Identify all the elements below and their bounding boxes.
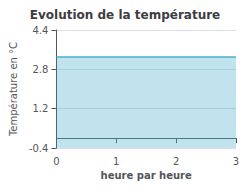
svg-text:0: 0 bbox=[53, 156, 59, 167]
svg-text:Température en °C: Température en °C bbox=[8, 42, 19, 137]
svg-text:4.4: 4.4 bbox=[33, 25, 49, 36]
svg-text:2.8: 2.8 bbox=[33, 64, 49, 75]
svg-text:2: 2 bbox=[173, 156, 179, 167]
svg-text:-0.4: -0.4 bbox=[29, 143, 49, 154]
svg-text:3: 3 bbox=[233, 156, 239, 167]
svg-text:1: 1 bbox=[113, 156, 119, 167]
svg-text:1.2: 1.2 bbox=[33, 103, 49, 114]
svg-text:Evolution de la température: Evolution de la température bbox=[30, 8, 221, 22]
svg-text:heure par heure: heure par heure bbox=[101, 170, 192, 181]
